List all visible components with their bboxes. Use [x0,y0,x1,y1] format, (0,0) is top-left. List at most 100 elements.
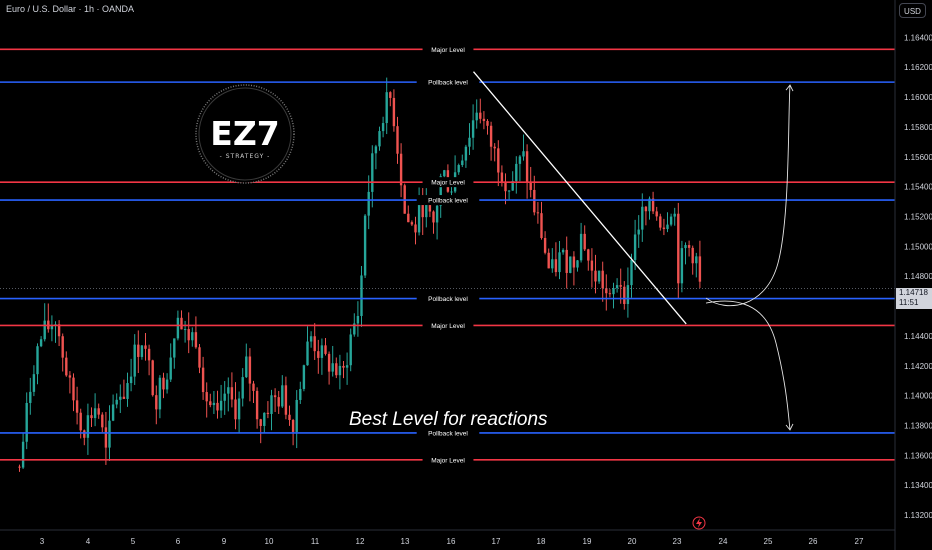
logo-sub-text: - STRATEGY - [220,153,271,160]
x-tick-label: 6 [176,537,181,546]
candle-body [72,377,75,401]
candle-body [669,216,673,225]
candle-body [554,259,558,273]
drawings [473,71,794,431]
candle-body [266,412,270,414]
candles [0,77,895,472]
candle-body [493,146,496,149]
level-label-bg [422,320,474,331]
candle-body [356,315,360,324]
candle-body [36,346,39,375]
candle-body [93,408,97,419]
candle-body [255,390,259,420]
candle-body [428,201,432,212]
level-label-bg [422,177,474,188]
candle-body [360,275,363,316]
symbol-title[interactable]: Euro / U.S. Dollar · 1h · OANDA [6,4,135,14]
candle-body [414,224,417,233]
candle-body [651,198,655,212]
y-tick-label: 1.13200 [904,511,932,520]
x-tick-label: 3 [40,537,45,546]
candle-body [489,125,493,147]
candle-body [551,259,554,269]
candle-body [450,191,453,193]
candle-body [392,97,396,127]
x-tick-label: 17 [492,537,501,546]
levels: Major Level Pollback level Major Level Poll… [0,44,895,465]
candle-body [320,345,324,358]
x-tick-label: 27 [855,537,864,546]
candle-body [111,404,115,421]
y-tick-label: 1.16400 [904,33,932,42]
y-tick-label: 1.14000 [904,392,932,401]
candle-body [655,211,658,217]
y-tick-label: 1.13800 [904,421,932,430]
candle-body [597,270,601,282]
level-label: Major Level [431,47,465,54]
candle-body [432,211,435,223]
candle-body [561,249,565,253]
trendline [473,71,687,325]
candle-body [522,151,525,157]
candle-body [83,430,86,438]
candle-body [504,181,507,192]
x-tick-label: 19 [583,537,592,546]
candle-body [605,288,608,294]
candle-body [209,401,212,406]
candle-body [518,156,522,164]
candle-body [367,191,370,216]
y-tick-label: 1.13600 [904,451,932,460]
candle-body [666,224,669,229]
candle-body [237,398,241,420]
candle-body [626,285,630,305]
candle-body [137,344,140,357]
level-label: Pollback level [428,430,468,437]
candle-body [471,120,475,138]
level-label: Major Level [431,457,465,464]
candle-body [248,356,252,384]
candle-body [21,441,25,468]
candle-body [144,345,147,349]
candle-body [212,402,216,406]
level-label: Pollback level [428,80,468,87]
x-tick-label: 13 [401,537,410,546]
candle-body [435,205,439,223]
lightning-icon[interactable] [692,516,706,530]
candle-body [497,148,500,173]
candle-body [324,345,327,354]
candle-body [126,383,129,399]
candle-body [129,376,133,384]
candle-body [194,332,198,348]
candle-body [687,245,691,248]
candle-body [619,285,622,287]
last-price-tag: 1.14718 11:51 [896,288,932,309]
candle-body [475,112,478,121]
level-label: Major Level [431,180,465,187]
candle-body [245,356,248,378]
candle-body [680,248,684,284]
candle-body [151,360,154,396]
candle-body [576,260,579,268]
candle-body [644,206,648,212]
y-tick-label: 1.14200 [904,362,932,371]
candle-body [43,320,46,340]
candle-body [108,420,111,448]
candle-body [345,365,349,368]
candle-body [252,383,255,391]
candle-body [198,347,201,368]
candle-body [525,151,529,183]
currency-button[interactable]: USD [899,3,926,18]
candle-body [353,323,356,335]
candle-body [594,270,597,282]
candle-body [533,189,536,213]
y-tick-label: 1.14400 [904,332,932,341]
candle-body [389,92,392,98]
candle-body [119,396,122,400]
candle-body [374,146,378,154]
x-tick-label: 16 [447,537,456,546]
candle-body [57,324,61,337]
x-tick-label: 4 [86,537,91,546]
x-tick-label: 11 [311,537,320,546]
candle-body [547,252,550,269]
candle-body [230,387,234,400]
